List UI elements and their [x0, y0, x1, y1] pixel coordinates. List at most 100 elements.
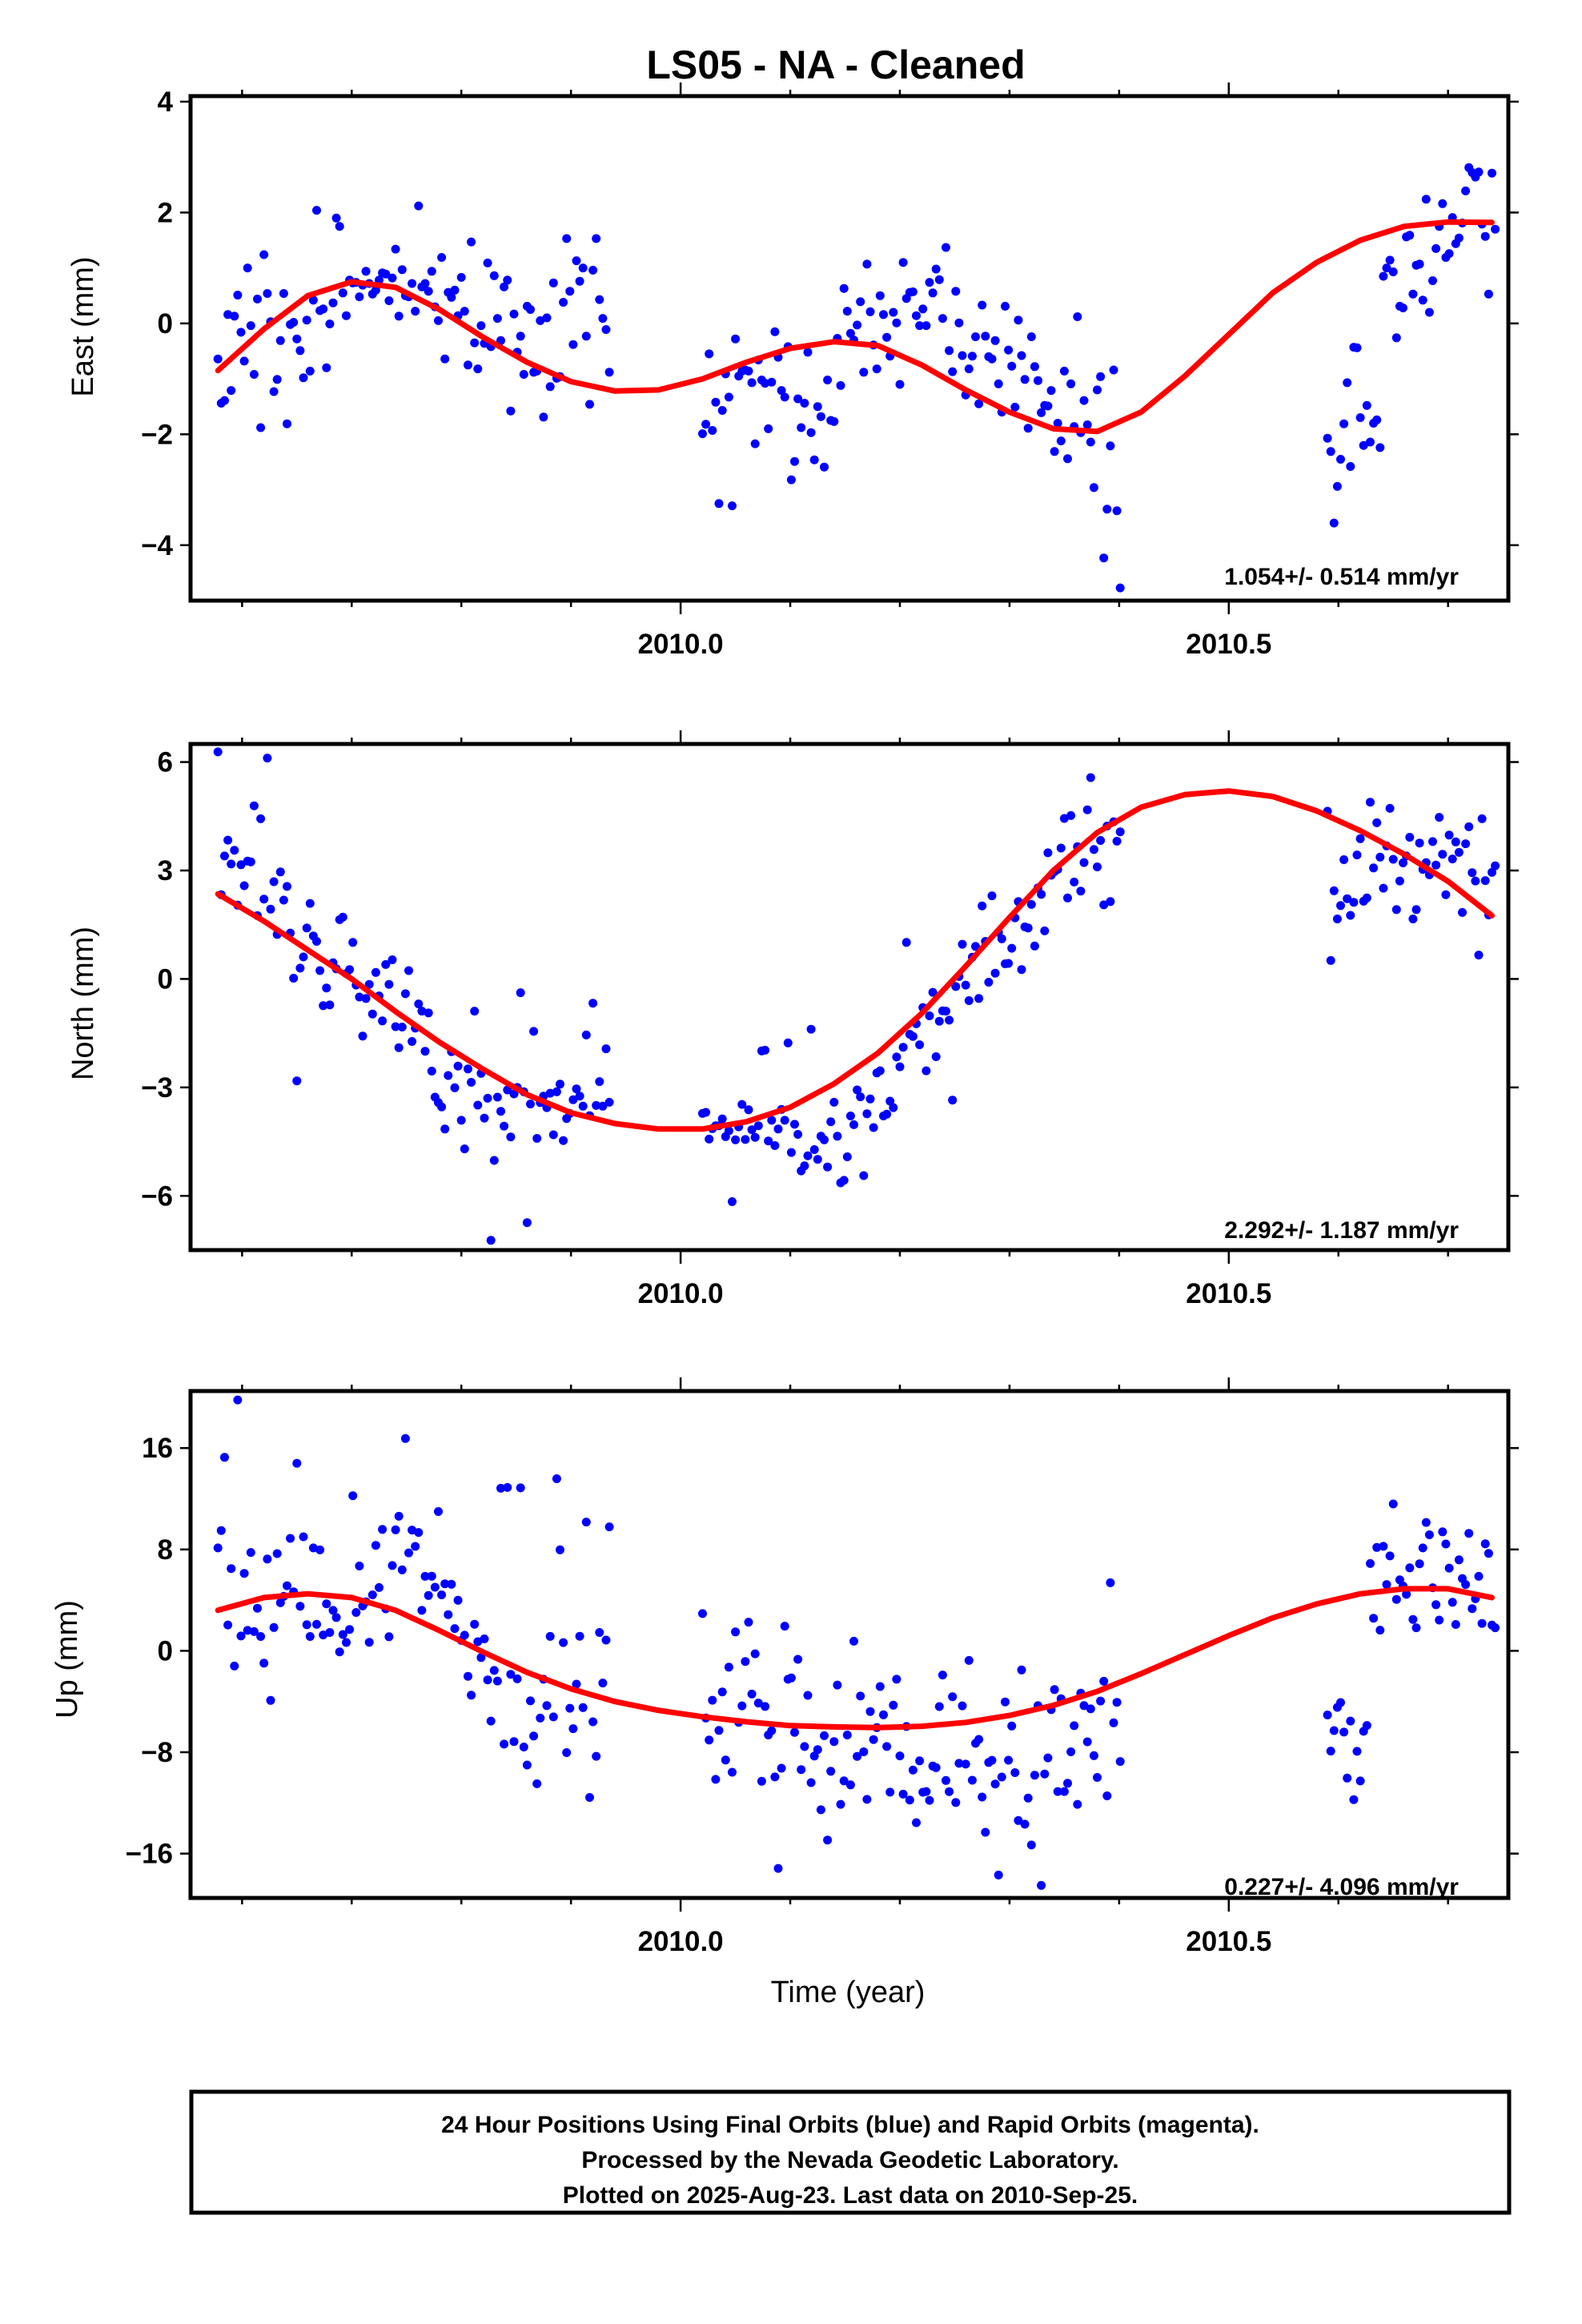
east-data-point: [780, 392, 789, 402]
up-data-point: [299, 1532, 308, 1542]
north-data-point: [934, 1016, 944, 1026]
east-data-point: [898, 258, 908, 267]
up-data-point: [1001, 1697, 1010, 1707]
east-data-point: [1014, 316, 1023, 325]
up-data-point: [556, 1545, 564, 1554]
north-data-point: [1468, 868, 1477, 878]
up-data-point: [542, 1701, 552, 1711]
east-data-point: [295, 346, 305, 356]
up-data-point: [820, 1731, 829, 1740]
up-data-point: [1355, 1776, 1365, 1786]
east-data-point: [1421, 195, 1431, 204]
east-data-point: [397, 265, 407, 275]
up-data-point: [770, 1772, 780, 1782]
up-data-point: [728, 1767, 737, 1777]
east-data-point: [338, 288, 347, 298]
east-data-point: [470, 338, 480, 348]
up-data-point: [312, 1619, 321, 1629]
east-data-point: [925, 278, 934, 287]
east-data-point: [519, 370, 528, 379]
up-data-point: [1043, 1753, 1053, 1763]
north-x-tick-label: 2010.5: [1186, 1278, 1271, 1309]
north-data-point: [548, 1130, 558, 1140]
up-y-tick-label: 16: [142, 1433, 173, 1464]
north-data-point: [842, 1152, 852, 1161]
up-data-point: [342, 1638, 351, 1647]
east-data-point: [308, 296, 318, 305]
north-data-point: [767, 1116, 777, 1125]
east-data-point: [1484, 289, 1493, 299]
east-data-point: [823, 376, 833, 384]
up-data-point: [708, 1695, 717, 1705]
up-data-point: [548, 1712, 558, 1722]
up-data-point: [1366, 1558, 1375, 1568]
east-data-point: [440, 354, 450, 364]
north-data-point: [964, 996, 974, 1005]
north-data-point: [1461, 839, 1471, 849]
up-data-point: [489, 1666, 499, 1675]
north-data-point: [1447, 854, 1457, 864]
north-data-point: [470, 1007, 480, 1016]
east-data-point: [764, 424, 773, 433]
north-data-point: [961, 980, 970, 990]
up-data-point: [813, 1745, 822, 1755]
east-data-point: [592, 234, 601, 243]
east-data-point: [974, 399, 984, 408]
up-data-point: [568, 1724, 578, 1734]
north-data-point: [895, 1062, 905, 1072]
up-data-point: [1468, 1604, 1477, 1614]
east-data-point: [1001, 301, 1010, 311]
north-plot-frame: [188, 742, 1511, 1252]
north-data-point: [908, 1031, 917, 1041]
up-data-point: [747, 1689, 757, 1699]
east-data-point: [1010, 402, 1020, 412]
north-data-point: [283, 882, 291, 891]
north-data-point: [997, 934, 1006, 943]
east-data-point: [305, 366, 315, 376]
up-data-point: [958, 1701, 967, 1711]
up-data-point: [1411, 1623, 1421, 1633]
up-data-point: [987, 1755, 997, 1765]
north-data-point: [1099, 900, 1109, 910]
east-data-point: [839, 283, 849, 293]
east-data-point: [1339, 419, 1349, 428]
north-data-point: [394, 1043, 404, 1052]
north-data-point: [1464, 822, 1474, 831]
north-data-point: [741, 1135, 750, 1144]
north-data-point: [279, 895, 288, 905]
north-data-point: [925, 1011, 934, 1020]
east-data-point: [761, 379, 770, 388]
north-data-point: [885, 1096, 895, 1106]
east-data-point: [1093, 385, 1102, 395]
north-data-point: [1043, 848, 1053, 858]
east-data-point: [536, 316, 545, 325]
east-data-point: [516, 332, 525, 341]
east-data-point: [414, 201, 424, 211]
north-data-point: [397, 1023, 407, 1031]
up-data-point: [444, 1610, 453, 1619]
up-data-point: [853, 1751, 862, 1761]
north-data-point: [1391, 905, 1401, 915]
footer-box: 24 Hour Positions Using Final Orbits (bl…: [189, 2089, 1512, 2215]
up-data-point: [1066, 1747, 1076, 1756]
north-data-point: [526, 1100, 535, 1109]
up-data-point: [750, 1649, 760, 1659]
east-data-point: [489, 271, 499, 280]
north-data-point: [269, 877, 279, 887]
east-data-point: [803, 348, 813, 357]
north-data-point: [302, 923, 311, 933]
footer-line-2: Processed by the Nevada Geodetic Laborat…: [581, 2147, 1118, 2173]
east-data-point: [1046, 386, 1056, 396]
north-data-point: [1431, 860, 1441, 870]
north-data-point: [747, 1125, 757, 1135]
east-data-point: [882, 332, 892, 342]
north-data-point: [951, 982, 961, 991]
up-data-point: [315, 1545, 325, 1554]
east-data-point: [1428, 276, 1437, 285]
north-data-point: [813, 1155, 822, 1164]
east-data-point: [767, 377, 777, 387]
north-data-point: [717, 1114, 727, 1124]
north-data-point: [236, 860, 246, 870]
north-data-point: [450, 1083, 460, 1092]
up-data-point: [1379, 1542, 1388, 1551]
